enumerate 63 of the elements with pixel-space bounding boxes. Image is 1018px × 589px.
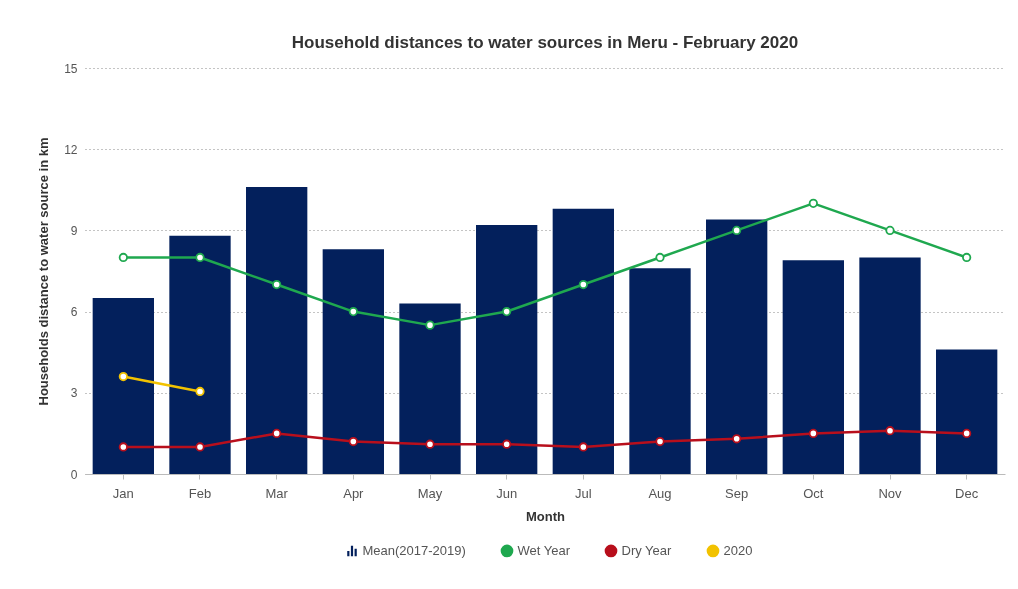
point bbox=[885, 225, 895, 235]
point bbox=[732, 434, 742, 444]
point bbox=[655, 436, 665, 447]
x-tick-label: Sep bbox=[725, 485, 749, 501]
point bbox=[348, 307, 358, 317]
point bbox=[885, 426, 895, 436]
point bbox=[502, 439, 512, 449]
y-tick-label: 9 bbox=[70, 223, 78, 238]
bar bbox=[322, 249, 384, 474]
legend-label: 2020 bbox=[723, 542, 753, 558]
point bbox=[272, 428, 282, 438]
bar bbox=[629, 268, 691, 474]
point bbox=[425, 439, 435, 449]
point bbox=[348, 436, 358, 447]
x-tick-label: Apr bbox=[343, 485, 365, 501]
x-tick-label: May bbox=[417, 485, 443, 501]
bar bbox=[936, 349, 998, 474]
point bbox=[195, 442, 205, 452]
legend-label: Wet Year bbox=[517, 542, 571, 558]
x-tick-label: Dec bbox=[955, 485, 979, 501]
chart-title: Household distances to water sources in Meru - February 2020 bbox=[291, 33, 799, 52]
point bbox=[425, 320, 435, 330]
y-tick-label: 12 bbox=[64, 142, 78, 157]
bar bbox=[552, 208, 614, 474]
bar bbox=[476, 224, 538, 474]
bar bbox=[92, 298, 154, 474]
bar bbox=[399, 303, 461, 474]
legend-label: Mean(2017-2019) bbox=[362, 542, 466, 558]
x-tick-label: Aug bbox=[648, 485, 672, 501]
point bbox=[962, 428, 972, 438]
x-tick-label: Mar bbox=[265, 485, 289, 501]
point bbox=[272, 279, 282, 290]
x-tick-label: Feb bbox=[188, 485, 212, 501]
point bbox=[195, 386, 205, 397]
y-tick-label: 3 bbox=[70, 386, 78, 401]
point bbox=[732, 225, 742, 235]
point bbox=[578, 279, 588, 290]
point bbox=[118, 371, 128, 382]
point bbox=[808, 198, 818, 208]
point bbox=[655, 252, 665, 263]
x-tick-label: Jan bbox=[112, 485, 134, 501]
bar bbox=[706, 219, 768, 474]
x-tick-label: Jul bbox=[575, 485, 592, 501]
point bbox=[962, 252, 972, 263]
point bbox=[118, 252, 128, 263]
y-tick-label: 6 bbox=[70, 305, 78, 320]
x-axis-title: Month bbox=[526, 508, 566, 524]
y-tick-label: 0 bbox=[70, 467, 78, 482]
legend-label: Dry Year bbox=[621, 542, 673, 558]
bar bbox=[246, 187, 308, 474]
point bbox=[195, 252, 205, 263]
point bbox=[808, 428, 818, 438]
bar bbox=[782, 260, 844, 474]
x-tick-label: Oct bbox=[803, 485, 824, 501]
point bbox=[118, 442, 128, 452]
bar bbox=[859, 257, 921, 474]
point bbox=[578, 442, 588, 452]
x-tick-label: Jun bbox=[496, 485, 518, 501]
point bbox=[502, 307, 512, 317]
bar bbox=[169, 235, 231, 474]
y-axis-title: Households distance to water source in km bbox=[36, 137, 52, 406]
y-tick-label: 15 bbox=[64, 61, 78, 76]
x-tick-label: Nov bbox=[878, 485, 903, 501]
